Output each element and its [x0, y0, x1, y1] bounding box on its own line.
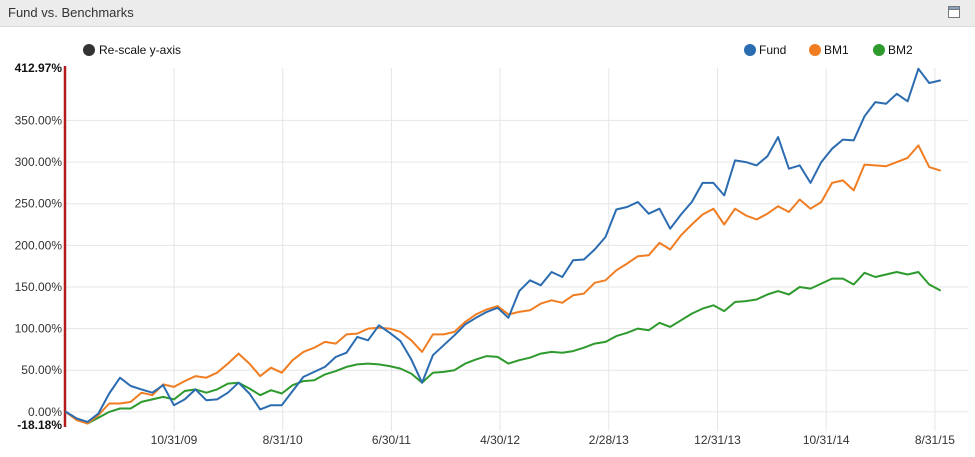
y-tick-label: 300.00%: [15, 155, 63, 169]
y-axis-bottom-label: -18.18%: [17, 418, 62, 432]
x-tick-label: 6/30/11: [372, 433, 411, 447]
legend-marker-bm1: [809, 44, 821, 56]
x-tick-label: 10/31/09: [151, 433, 198, 447]
y-tick-labels: 0.00% 50.00% 100.00% 150.00% 200.00% 250.00% 3…: [15, 113, 63, 418]
rescale-label[interactable]: Re-scale y-axis: [99, 43, 181, 57]
x-tick-labels: 10/31/09 8/31/10 6/30/11 4/30/12 2/28/13 12/3…: [151, 433, 956, 447]
legend-item-bm2[interactable]: BM2: [873, 43, 913, 57]
chart-area: 412.97% -18.18% 0.00% 50.00% 100.00% 150.00…: [0, 28, 975, 452]
x-tick-label: 4/30/12: [480, 433, 520, 447]
y-tick-label: 100.00%: [15, 322, 63, 336]
window-maximize-icon[interactable]: [948, 6, 960, 18]
rescale-toggle[interactable]: Re-scale y-axis: [83, 43, 181, 57]
grid-lines: [66, 68, 968, 431]
legend-label-fund: Fund: [759, 43, 786, 57]
x-tick-label: 10/31/14: [803, 433, 850, 447]
legend-label-bm1: BM1: [824, 43, 849, 57]
fund-vs-benchmarks-chart: 412.97% -18.18% 0.00% 50.00% 100.00% 150.00…: [15, 43, 968, 447]
panel-header: Fund vs. Benchmarks: [0, 0, 975, 27]
legend-marker-fund: [744, 44, 756, 56]
y-tick-label: 200.00%: [15, 238, 63, 252]
series-line-fund: [65, 67, 941, 423]
y-axis-top-label: 412.97%: [15, 61, 63, 75]
y-tick-label: 150.00%: [15, 280, 63, 294]
x-tick-label: 8/31/10: [263, 433, 303, 447]
y-axis: 412.97% -18.18%: [15, 61, 67, 432]
x-tick-label: 2/28/13: [589, 433, 629, 447]
series-lines: [65, 67, 941, 425]
panel-title: Fund vs. Benchmarks: [8, 5, 134, 20]
series-line-bm2: [65, 271, 941, 425]
rescale-radio-icon[interactable]: [83, 44, 95, 56]
series-line-bm1: [65, 144, 941, 425]
y-tick-label: 250.00%: [15, 197, 63, 211]
x-tick-label: 12/31/13: [694, 433, 741, 447]
legend-marker-bm2: [873, 44, 885, 56]
legend: Fund BM1 BM2: [744, 43, 913, 57]
y-tick-label: 350.00%: [15, 113, 63, 127]
y-tick-label: 0.00%: [28, 405, 62, 419]
y-tick-label: 50.00%: [21, 363, 62, 377]
legend-item-bm1[interactable]: BM1: [809, 43, 849, 57]
x-tick-label: 8/31/15: [915, 433, 955, 447]
legend-item-fund[interactable]: Fund: [744, 43, 786, 57]
legend-label-bm2: BM2: [888, 43, 913, 57]
